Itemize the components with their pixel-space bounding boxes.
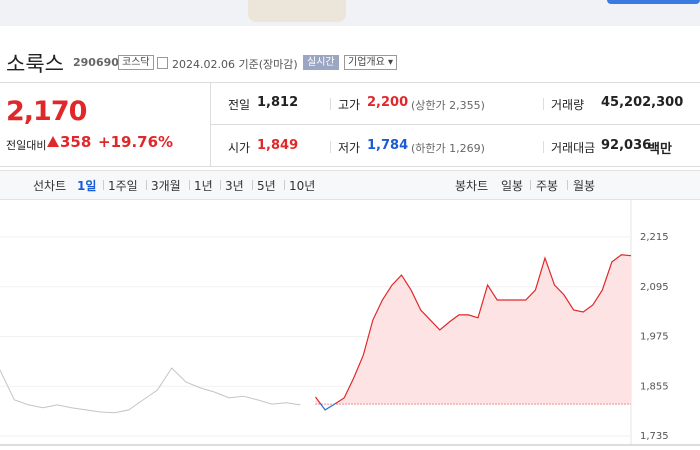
divider (210, 82, 211, 166)
tab[interactable]: 3년 (225, 179, 244, 193)
cell-value: 1,784 (367, 138, 409, 153)
cell-unit: 백만 (648, 142, 672, 157)
y-tick-label: 1,975 (640, 332, 669, 343)
cell-value: 1,849 (257, 138, 299, 153)
cell-note: (상한가 2,355) (411, 99, 485, 112)
up-arrow (47, 136, 59, 147)
price-line (315, 254, 632, 411)
price-area (315, 254, 631, 405)
ad-image[interactable] (248, 0, 346, 22)
tab-separator (189, 180, 190, 190)
tab-separator (103, 180, 104, 190)
chart-tabs (0, 170, 700, 200)
tab[interactable]: 10년 (289, 179, 316, 193)
stock-name: 소룩스 (6, 52, 64, 76)
change-label: 전일대비 (6, 139, 47, 152)
tab[interactable]: 1일 (77, 179, 97, 193)
cell-value: 45,202,300 (601, 95, 684, 110)
calendar-icon (157, 57, 168, 69)
cell-value: 92,036 (601, 138, 652, 153)
cell-label: 시가 (228, 141, 251, 155)
cell-divider (330, 141, 331, 153)
y-tick-label: 1,735 (640, 431, 669, 442)
tab-separator (284, 180, 285, 190)
price-chart: 1,735 1,855 1,975 2,095 2,215 (0, 200, 700, 446)
previous-day-line (0, 367, 301, 414)
tab-separator (567, 180, 568, 190)
cell-value: 2,200 (367, 95, 409, 110)
top-banner (0, 0, 700, 26)
tab[interactable]: 3개월 (151, 179, 181, 193)
date-basis: 2024.02.06 기준(장마감) (172, 56, 298, 72)
tab[interactable]: 1년 (194, 179, 213, 193)
cell-label: 거래량 (551, 98, 585, 112)
tab-group-label: 선차트 (33, 179, 67, 193)
tab[interactable]: 주봉 (536, 179, 559, 193)
cell-divider (543, 141, 544, 153)
realtime-badge[interactable]: 실시간 (303, 55, 339, 70)
company-info: 기업개요 (348, 57, 385, 68)
cell-label: 저가 (338, 141, 361, 155)
date: 2024.02.06 (172, 58, 235, 71)
tab-separator (146, 180, 147, 190)
y-tick-label: 2,095 (640, 282, 669, 293)
cell-value: 1,812 (257, 95, 299, 110)
cell-label: 고가 (338, 98, 361, 112)
cell-divider (330, 98, 331, 110)
current-price: 2,170 (6, 96, 87, 127)
tab[interactable]: 월봉 (573, 179, 596, 193)
y-tick-label: 2,215 (640, 232, 669, 243)
company-info-dropdown[interactable]: 기업개요 ▾ (344, 55, 398, 70)
divider (0, 166, 700, 167)
tab-group-label: 봉차트 (455, 179, 489, 193)
cell-label: 거래대금 (551, 141, 596, 155)
basis: 기준(장마감) (238, 58, 298, 71)
tab-separator (220, 180, 221, 190)
y-tick-label: 1,855 (640, 381, 669, 392)
tab-separator (530, 180, 531, 190)
tab[interactable]: 1주일 (108, 179, 138, 193)
market-tag: 코스닥 (118, 55, 154, 70)
ad-button[interactable] (607, 0, 700, 4)
stock-code: 290690 (73, 56, 119, 69)
change-rate: +19.76% (98, 133, 174, 151)
tab[interactable]: 일봉 (501, 179, 524, 193)
divider (0, 82, 700, 83)
tab-separator (252, 180, 253, 190)
cell-label: 전일 (228, 98, 251, 112)
cell-divider (543, 98, 544, 110)
tab[interactable]: 5년 (257, 179, 276, 193)
change: 358 (60, 133, 92, 151)
divider (210, 124, 700, 125)
cell-note: (하한가 1,269) (411, 142, 485, 155)
